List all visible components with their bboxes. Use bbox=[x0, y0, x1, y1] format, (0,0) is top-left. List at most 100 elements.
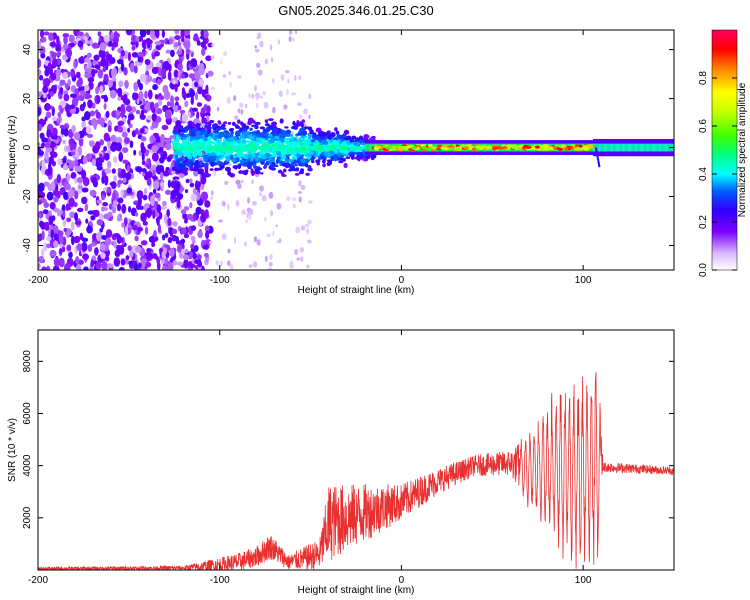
heatmap-cell bbox=[75, 71, 81, 79]
heatmap-cell bbox=[286, 149, 292, 153]
heatmap-cell bbox=[269, 138, 276, 144]
heatmap-cell bbox=[237, 108, 241, 114]
heatmap-cell bbox=[578, 144, 583, 148]
heatmap-cell bbox=[152, 209, 156, 220]
heatmap-cell bbox=[89, 220, 93, 227]
heatmap-cell bbox=[227, 203, 230, 211]
heatmap-cell bbox=[40, 248, 45, 257]
heatmap-cell bbox=[173, 41, 179, 48]
heatmap-cell bbox=[280, 74, 285, 81]
heatmap-cell bbox=[230, 142, 236, 145]
heatmap-cell bbox=[135, 166, 143, 173]
heatmap-cell bbox=[355, 141, 360, 147]
heatmap-cell bbox=[142, 98, 146, 106]
x-tick-label: 0 bbox=[399, 275, 405, 286]
heatmap-cell bbox=[196, 39, 201, 46]
heatmap-cell bbox=[136, 98, 140, 105]
heatmap-cell bbox=[206, 105, 211, 114]
heatmap-cell bbox=[326, 159, 333, 163]
heatmap-cell bbox=[253, 261, 258, 268]
heatmap-cell bbox=[227, 248, 231, 254]
heatmap-cell bbox=[190, 58, 198, 68]
heatmap-cell bbox=[167, 237, 173, 244]
heatmap-cell bbox=[81, 241, 88, 252]
heatmap-cell bbox=[130, 106, 137, 113]
heatmap-cell bbox=[330, 156, 335, 160]
heatmap-cell bbox=[322, 144, 327, 148]
heatmap-cell bbox=[87, 244, 93, 253]
heatmap-cell bbox=[38, 255, 45, 264]
heatmap-cell bbox=[111, 168, 116, 174]
heatmap-x-axis-label: Height of straight line (km) bbox=[298, 285, 415, 296]
heatmap-cell bbox=[334, 141, 340, 147]
heatmap-cell bbox=[91, 42, 99, 49]
heatmap-cell bbox=[146, 177, 152, 186]
heatmap-cell bbox=[174, 35, 182, 41]
heatmap-cell bbox=[84, 72, 92, 79]
heatmap-cell bbox=[315, 159, 320, 164]
heatmap-cell bbox=[100, 252, 106, 260]
heatmap-cell bbox=[318, 138, 322, 143]
colorbar-ticks: 0.0 0.2 0.4 0.6 0.8 bbox=[698, 71, 737, 277]
heatmap-cell bbox=[173, 180, 178, 190]
heatmap-cell bbox=[164, 109, 172, 120]
heatmap-cell bbox=[271, 153, 277, 157]
heatmap-cell bbox=[150, 135, 156, 143]
heatmap-cell bbox=[275, 224, 278, 228]
heatmap-cell bbox=[586, 144, 594, 148]
heatmap-cell bbox=[91, 177, 97, 184]
heatmap-cell bbox=[156, 79, 162, 85]
heatmap-cell bbox=[69, 142, 77, 150]
heatmap-cell bbox=[164, 138, 171, 144]
heatmap-cell bbox=[181, 146, 185, 150]
heatmap-cell bbox=[292, 203, 296, 209]
heatmap-cell bbox=[134, 212, 139, 217]
heatmap-cell bbox=[170, 49, 175, 58]
heatmap-cell bbox=[245, 219, 248, 224]
heatmap-cell bbox=[327, 161, 331, 166]
heatmap-cell bbox=[84, 65, 88, 73]
heatmap-cell bbox=[101, 194, 106, 201]
heatmap-cell bbox=[121, 131, 128, 138]
heatmap-cell bbox=[300, 122, 304, 128]
heatmap-cell bbox=[66, 159, 73, 164]
heatmap-cell bbox=[264, 216, 267, 222]
heatmap-cell bbox=[76, 207, 84, 213]
heatmap-cell bbox=[184, 189, 189, 194]
heatmap-cell bbox=[183, 233, 190, 239]
heatmap-cell bbox=[52, 58, 58, 68]
heatmap-cell bbox=[193, 170, 199, 177]
heatmap-cell bbox=[103, 94, 108, 103]
heatmap-cell bbox=[366, 154, 371, 160]
heatmap-cell bbox=[306, 139, 312, 145]
heatmap-cell bbox=[125, 30, 133, 36]
heatmap-cell bbox=[300, 255, 304, 263]
heatmap-cell bbox=[259, 172, 264, 175]
heatmap-cell bbox=[251, 146, 257, 152]
heatmap-cell bbox=[178, 163, 183, 167]
heatmap-cell bbox=[175, 134, 180, 140]
x-tick-label: -200 bbox=[28, 275, 48, 286]
heatmap-cell bbox=[234, 237, 237, 245]
heatmap-cell bbox=[321, 140, 328, 144]
heatmap-cell bbox=[191, 107, 198, 112]
heatmap-cell bbox=[120, 168, 126, 179]
heatmap-cell bbox=[363, 134, 368, 140]
heatmap-cell bbox=[286, 196, 291, 202]
heatmap-cell bbox=[184, 30, 190, 36]
heatmap-cell bbox=[49, 250, 57, 258]
heatmap-cell bbox=[38, 262, 41, 269]
heatmap-cell bbox=[259, 185, 264, 192]
x-tick-label: -100 bbox=[210, 275, 230, 286]
heatmap-cell bbox=[85, 218, 89, 224]
heatmap-cell bbox=[104, 175, 109, 185]
heatmap-cell bbox=[210, 86, 216, 91]
heatmap-cell bbox=[298, 114, 303, 120]
heatmap-cell bbox=[226, 97, 231, 104]
heatmap-cell bbox=[138, 82, 144, 91]
heatmap-cell bbox=[152, 188, 157, 195]
heatmap-cell bbox=[285, 70, 290, 74]
heatmap-cell bbox=[169, 232, 173, 237]
heatmap-cell bbox=[268, 191, 274, 199]
heatmap-cell bbox=[269, 253, 273, 260]
